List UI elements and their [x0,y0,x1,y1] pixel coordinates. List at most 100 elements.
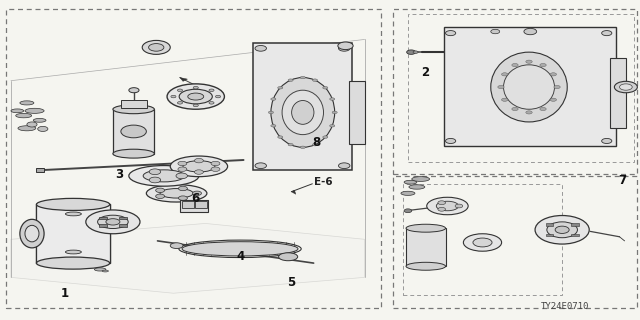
Circle shape [502,98,508,101]
Text: 5: 5 [287,276,296,289]
Circle shape [502,73,508,76]
Ellipse shape [147,185,207,202]
Bar [394,176,637,308]
Ellipse shape [271,77,335,147]
Circle shape [445,31,456,36]
Circle shape [312,79,317,82]
Ellipse shape [473,238,492,247]
Bar [403,184,562,295]
Circle shape [278,136,283,138]
Ellipse shape [406,224,445,232]
Circle shape [148,44,164,51]
Polygon shape [291,190,296,194]
Circle shape [27,122,37,127]
Ellipse shape [463,234,502,251]
Circle shape [413,51,418,53]
Ellipse shape [188,93,204,100]
Ellipse shape [409,185,425,189]
Circle shape [491,29,500,34]
Polygon shape [180,77,188,81]
Ellipse shape [406,262,445,270]
Bar [36,204,109,263]
Circle shape [526,111,532,114]
Ellipse shape [20,101,34,105]
Bar [253,43,352,170]
Ellipse shape [547,222,577,238]
Bar [113,109,154,154]
Bar [571,223,579,226]
Circle shape [288,143,293,146]
Ellipse shape [183,161,215,172]
Circle shape [195,170,204,174]
Circle shape [550,98,556,101]
Ellipse shape [36,257,109,269]
Circle shape [330,98,335,100]
Circle shape [300,146,305,148]
Ellipse shape [86,210,140,234]
Circle shape [620,84,632,90]
Circle shape [179,186,188,191]
Circle shape [255,45,266,51]
Circle shape [602,139,612,143]
Circle shape [271,124,276,127]
Circle shape [156,194,164,198]
Circle shape [176,173,188,179]
Ellipse shape [33,118,46,122]
Circle shape [149,177,161,183]
Ellipse shape [95,268,106,271]
Circle shape [268,111,273,114]
Bar [36,168,44,172]
Bar [99,224,107,227]
Circle shape [300,76,305,79]
Circle shape [554,85,560,89]
Circle shape [512,63,518,67]
Bar [119,217,127,219]
Ellipse shape [555,226,569,233]
Ellipse shape [170,243,183,249]
Bar [546,223,554,226]
Ellipse shape [182,242,298,256]
Circle shape [524,28,537,35]
Ellipse shape [404,180,417,184]
Ellipse shape [65,212,81,216]
Bar [119,224,127,227]
Circle shape [445,139,456,143]
Ellipse shape [436,201,459,211]
Circle shape [255,163,266,169]
Bar [610,59,626,128]
Circle shape [540,108,546,111]
Ellipse shape [106,219,120,225]
Circle shape [312,143,317,146]
Bar [180,200,209,212]
Bar [99,217,107,219]
Ellipse shape [113,105,154,114]
Text: 2: 2 [421,66,429,79]
Circle shape [177,89,182,92]
Circle shape [195,158,204,163]
Circle shape [526,60,532,63]
Ellipse shape [401,191,415,196]
Circle shape [540,63,546,67]
Ellipse shape [18,126,36,131]
Circle shape [216,95,221,98]
Circle shape [179,196,188,200]
Circle shape [406,50,415,54]
Bar [182,201,194,208]
Ellipse shape [143,170,184,182]
Ellipse shape [170,156,228,177]
Circle shape [438,201,445,204]
Ellipse shape [504,65,554,109]
Bar [546,234,554,236]
Text: 4: 4 [236,250,244,263]
Circle shape [338,42,353,50]
Circle shape [323,86,328,89]
Polygon shape [11,223,365,293]
Circle shape [438,207,445,211]
Ellipse shape [412,177,429,181]
Bar [394,9,637,174]
Circle shape [129,88,139,93]
Circle shape [209,89,214,92]
Circle shape [149,169,161,175]
Ellipse shape [535,215,589,244]
Circle shape [278,86,283,89]
